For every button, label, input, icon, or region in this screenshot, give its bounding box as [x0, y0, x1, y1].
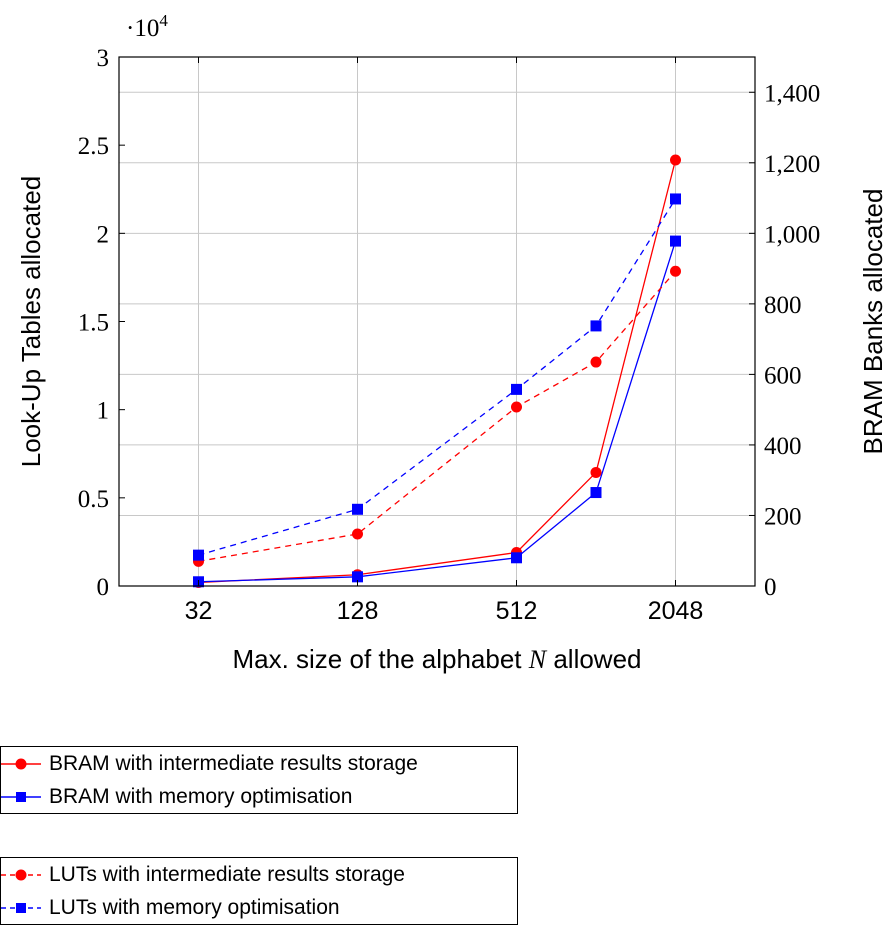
y-right-tick-label: 400: [764, 433, 802, 460]
y-right-tick-label: 200: [764, 503, 802, 530]
y-left-multiplier-exponent: 4: [159, 11, 168, 30]
legend-label: LUTs with intermediate results storage: [49, 862, 405, 886]
chart-canvas: 32 128 512 204802004006008001,0001,2001,400…: [16, 11, 888, 674]
y-right-tick-label: 1,200: [764, 151, 820, 178]
data-point: [670, 235, 681, 247]
legend-luts: LUTs with intermediate results storage L…: [0, 857, 518, 925]
data-point: [590, 320, 602, 332]
data-point: [511, 383, 522, 395]
y-right-tick-label: 600: [764, 362, 802, 389]
data-point: [670, 265, 681, 277]
y-right-tick-label: 800: [764, 292, 802, 319]
legend-symbol-blue-square: [1, 791, 41, 802]
axis-labels: 32 128 512 204802004006008001,0001,2001,400…: [16, 11, 888, 674]
y-left-axis-label: Look-Up Tables allocated: [16, 176, 46, 467]
data-point: [352, 503, 363, 515]
legend-item: LUTs with memory optimisation: [1, 891, 517, 924]
x-axis-label-variable: N: [528, 645, 548, 674]
data-point: [352, 528, 363, 540]
data-point: [511, 552, 522, 564]
x-tick-label: 128: [337, 597, 379, 625]
data-point: [511, 401, 522, 413]
y-left-tick-label: 2: [97, 221, 110, 248]
legend-label: LUTs with memory optimisation: [49, 895, 340, 919]
x-tick-label: 512: [496, 597, 538, 625]
data-point: [670, 154, 681, 166]
grid-lines: [119, 57, 755, 586]
series-line-2: [198, 270, 676, 562]
legend-symbol-red-circle: [1, 758, 41, 769]
plot-frame: [118, 56, 756, 587]
legend-symbol-red-circle-dashed: [1, 869, 41, 880]
x-tick-label: 2048: [648, 597, 704, 625]
legend-symbol-blue-square-dashed: [1, 902, 41, 913]
y-left-tick-label: 0: [97, 574, 110, 601]
axis-ticks: [119, 56, 755, 587]
series-line-0: [198, 159, 677, 584]
series-line-1: [198, 240, 677, 583]
data-point: [590, 356, 602, 368]
series-lines: [198, 159, 677, 584]
legend-item: BRAM with memory optimisation: [1, 780, 517, 813]
y-left-tick-label: 0.5: [78, 486, 109, 513]
x-tick-label: 32: [185, 597, 213, 625]
y-right-tick-label: 1,000: [764, 221, 820, 248]
y-right-axis-label: BRAM Banks allocated: [858, 189, 888, 455]
y-right-tick-label: 0: [764, 574, 777, 601]
y-left-tick-label: 2.5: [78, 133, 109, 160]
y-left-multiplier: ·104: [126, 11, 168, 42]
y-right-tick-label: 1,400: [764, 80, 820, 107]
series-markers: [193, 154, 681, 588]
data-point: [193, 549, 204, 561]
data-point: [352, 571, 363, 583]
y-left-tick-label: 1: [97, 398, 110, 425]
series-line-3: [198, 198, 677, 556]
legend-item: BRAM with intermediate results storage: [1, 747, 517, 780]
x-axis-label: Max. size of the alphabet N allowed: [232, 644, 641, 674]
data-point: [670, 193, 681, 205]
legend-bram: BRAM with intermediate results storage B…: [0, 746, 518, 814]
legend-label: BRAM with memory optimisation: [49, 784, 353, 808]
data-point: [590, 487, 602, 499]
y-left-tick-label: 1.5: [78, 310, 109, 337]
y-left-tick-label: 3: [97, 45, 110, 72]
legend-label: BRAM with intermediate results storage: [49, 751, 418, 775]
data-point: [590, 466, 602, 478]
legend-item: LUTs with intermediate results storage: [1, 858, 517, 891]
